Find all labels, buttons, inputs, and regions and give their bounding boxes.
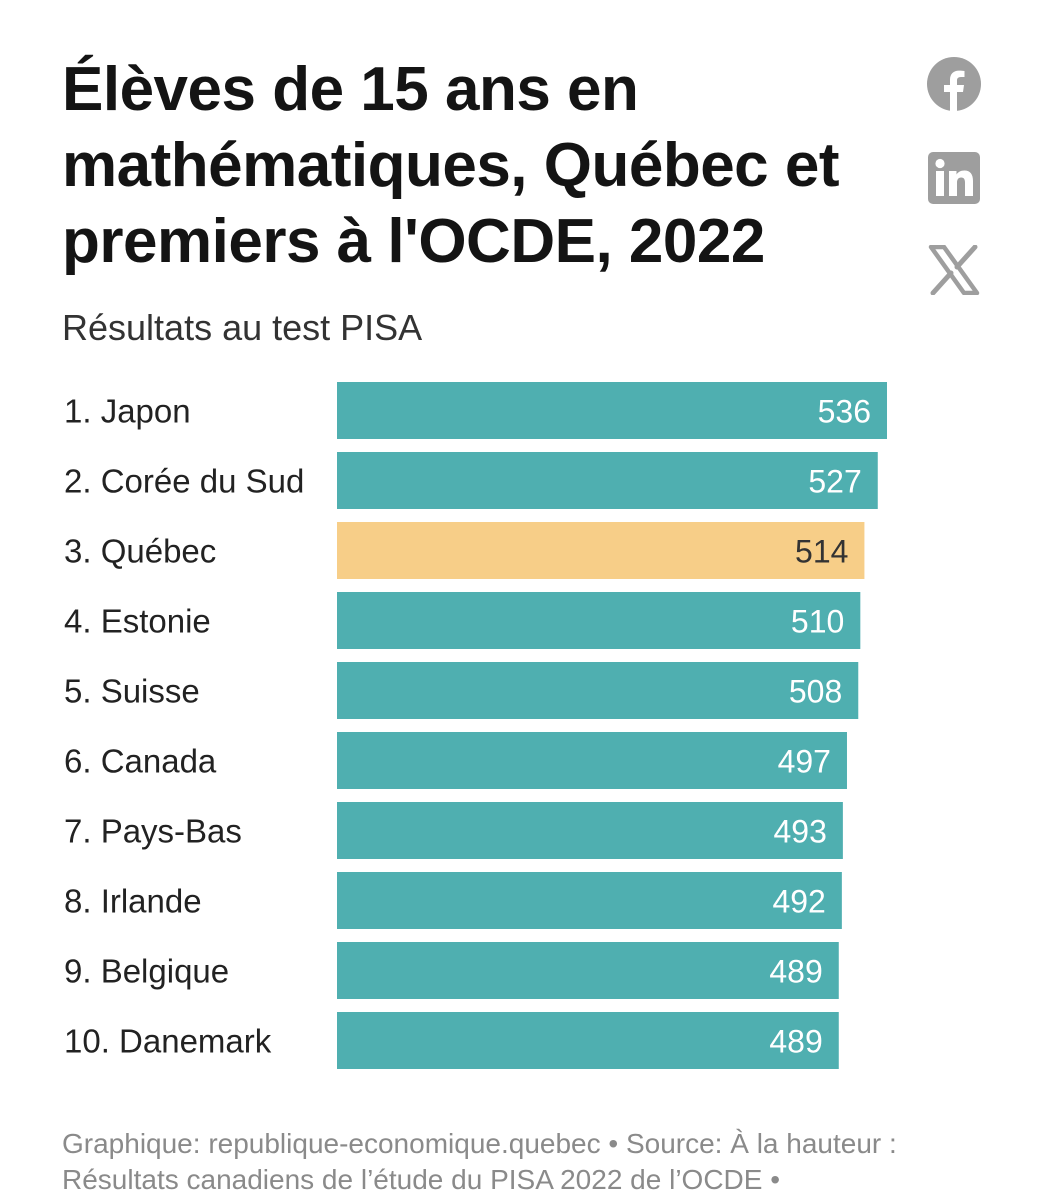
value-label: 497 [778, 744, 831, 780]
bar [337, 942, 839, 999]
value-label: 508 [789, 674, 842, 710]
value-label: 489 [769, 954, 822, 990]
bar-row: 4. Estonie 510 [64, 592, 861, 649]
bar [337, 872, 842, 929]
category-label: 1. Japon [64, 393, 191, 430]
value-label: 492 [772, 884, 825, 920]
x-icon [928, 245, 980, 295]
bar [337, 592, 861, 649]
category-label: 7. Pays-Bas [64, 813, 242, 850]
value-label: 527 [808, 464, 861, 500]
category-label: 8. Irlande [64, 883, 202, 920]
chart-footer: Graphique: republique-economique.quebec … [62, 1128, 897, 1195]
facebook-icon [927, 57, 981, 112]
chart-title: Élèves de 15 ans en mathématiques, Québe… [62, 55, 840, 276]
category-label: 2. Corée du Sud [64, 463, 304, 500]
category-label: 9. Belgique [64, 953, 229, 990]
category-label: 10. Danemark [64, 1023, 272, 1060]
category-label: 6. Canada [64, 743, 217, 780]
category-label: 3. Québec [64, 533, 216, 570]
bar-row: 5. Suisse 508 [64, 662, 859, 719]
bar-row: 2. Corée du Sud 527 [64, 452, 878, 509]
bar [337, 662, 859, 719]
bar [337, 382, 887, 439]
value-label: 510 [791, 604, 844, 640]
value-label: 489 [769, 1024, 822, 1060]
x-share-button[interactable] [925, 241, 983, 299]
bar [337, 1012, 839, 1069]
bar-row: 7. Pays-Bas 493 [64, 802, 843, 859]
bar [337, 802, 843, 859]
category-label: 4. Estonie [64, 603, 211, 640]
bar-highlight [337, 522, 865, 579]
value-label: 493 [773, 814, 826, 850]
bar-row: 3. Québec 514 [64, 522, 865, 579]
linkedin-icon [928, 152, 980, 204]
bar-row: 10. Danemark 489 [64, 1012, 839, 1069]
value-label: 514 [795, 534, 848, 570]
bar [337, 452, 878, 509]
bar-row: 8. Irlande 492 [64, 872, 842, 929]
bar [337, 732, 847, 789]
bar-row: 1. Japon 536 [64, 382, 887, 439]
facebook-share-button[interactable] [925, 55, 983, 113]
linkedin-share-button[interactable] [925, 149, 983, 207]
value-label: 536 [818, 394, 871, 430]
bar-row: 9. Belgique 489 [64, 942, 839, 999]
chart-subtitle: Résultats au test PISA [62, 307, 423, 348]
bar-row: 6. Canada 497 [64, 732, 847, 789]
category-label: 5. Suisse [64, 673, 200, 710]
bar-chart: 1. Japon 536 2. Corée du Sud 527 3. Québec 51… [64, 382, 887, 1069]
